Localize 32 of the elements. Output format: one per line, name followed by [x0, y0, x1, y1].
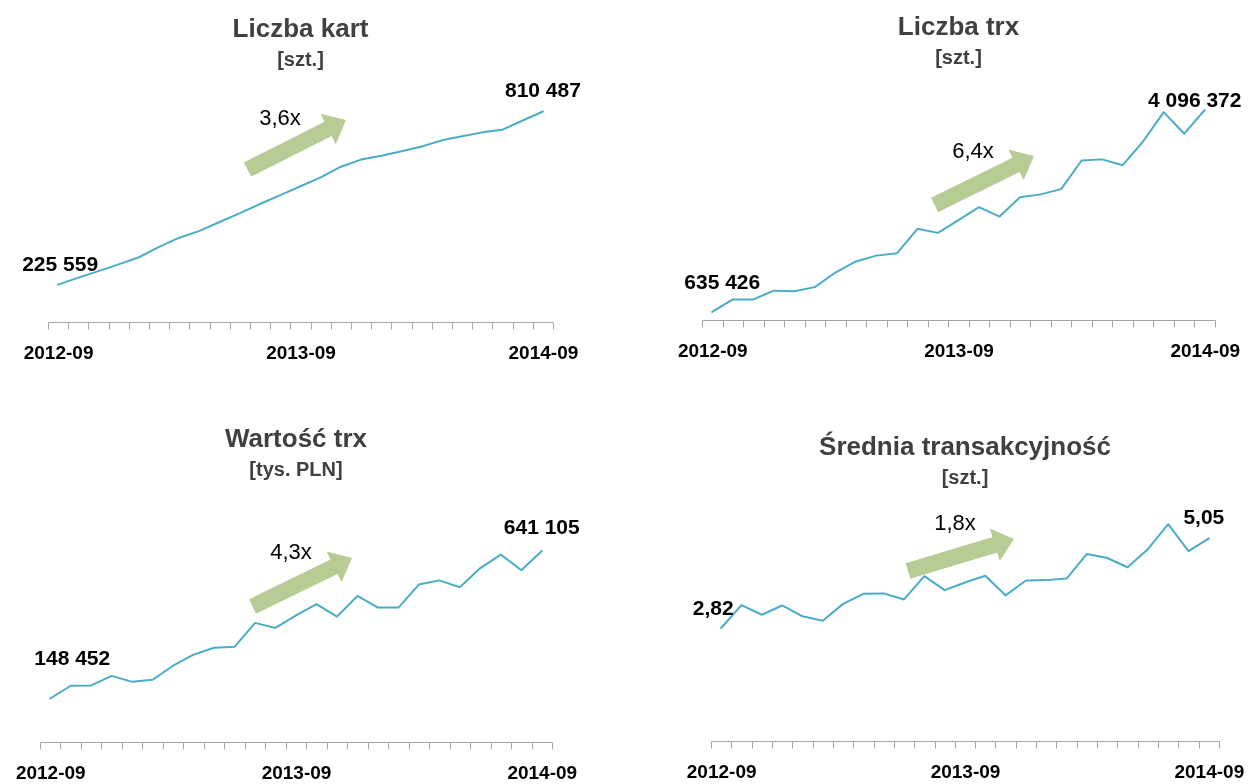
data-label: 641 105: [503, 515, 581, 538]
data-label: 810 487: [504, 77, 581, 101]
x-tick-label: 2014-09: [1170, 339, 1241, 361]
chart-subtitle: [szt.]: [941, 466, 989, 488]
x-tick-label: 2014-09: [1174, 760, 1245, 782]
x-tick-label: 2012-09: [23, 341, 94, 363]
x-tick-label: 2013-09: [266, 341, 336, 363]
data-label: 5,05: [1183, 505, 1225, 529]
chart-subtitle: [tys. PLN]: [249, 458, 343, 480]
x-tick-label: 2013-09: [930, 760, 1001, 782]
chart-subtitle: [szt.]: [935, 46, 982, 68]
x-tick-label: 2012-09: [677, 339, 748, 361]
chart-title: Liczba trx: [897, 11, 1020, 41]
chart-title: Liczba kart: [232, 13, 369, 43]
data-label: 635 426: [684, 269, 761, 293]
data-label: 2,82: [692, 596, 734, 619]
data-label: 4 096 372: [1148, 88, 1242, 111]
x-tick-label: 2012-09: [686, 760, 757, 782]
x-tick-label: 2014-09: [507, 761, 578, 783]
x-tick-label: 2013-09: [924, 339, 994, 361]
chart-subtitle: [szt.]: [277, 48, 324, 70]
x-tick-label: 2014-09: [508, 341, 579, 363]
data-label: 225 559: [22, 251, 99, 275]
chart-title: Średnia transakcyjność: [819, 431, 1111, 461]
data-label: 148 452: [34, 645, 111, 669]
annotation: 6,4x: [952, 138, 994, 163]
x-tick-label: 2012-09: [15, 761, 86, 783]
x-tick-label: 2013-09: [261, 761, 332, 783]
annotation: 1,8x: [934, 510, 976, 535]
chart-title: Wartość trx: [224, 423, 368, 453]
annotation: 3,6x: [259, 105, 301, 130]
annotation: 4,3x: [270, 539, 312, 564]
